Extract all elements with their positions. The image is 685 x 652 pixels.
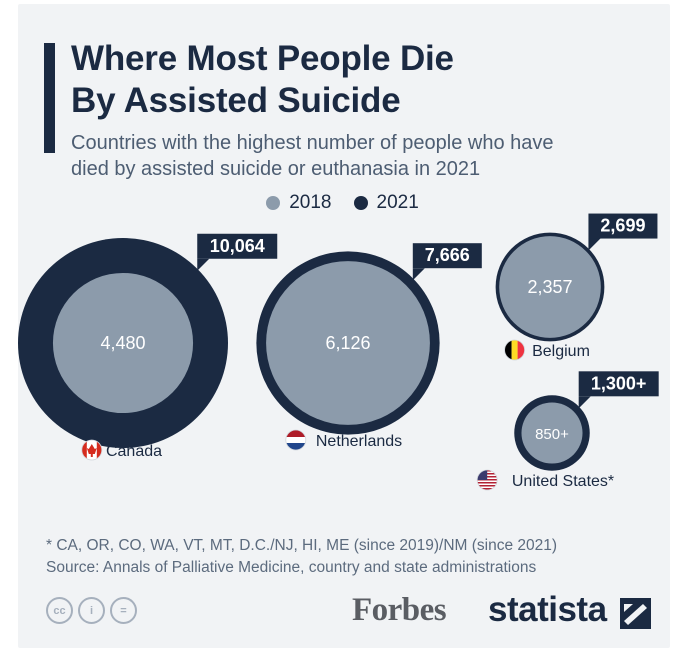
- cc-icon[interactable]: cc: [46, 597, 73, 624]
- attribution-icon[interactable]: i: [78, 597, 105, 624]
- legend-label-2018: 2018: [289, 192, 332, 213]
- legend-swatch-2021: [353, 196, 368, 210]
- subtitle-line-1: Countries with the highest number of peo…: [71, 132, 554, 154]
- callout-pointer-netherlands: [412, 268, 425, 281]
- data-label-2021-belgium: 2,699: [600, 216, 645, 236]
- chart-subtitle: Countries with the highest number of peo…: [71, 130, 651, 182]
- callout-box-united-states: [578, 371, 659, 397]
- data-label-2021-united-states: 1,300+: [591, 373, 647, 393]
- bubble-2018-united-states: [521, 402, 583, 464]
- netherlands-flag-icon: [285, 429, 307, 451]
- statista-logo[interactable]: statista: [488, 590, 607, 629]
- license-icons: cc i =: [46, 597, 137, 624]
- data-label-2018-canada: 4,480: [100, 333, 145, 353]
- bubble-2018-canada: [52, 272, 194, 414]
- callout-pointer-belgium: [588, 238, 601, 251]
- callout-pointer-united-states: [578, 396, 591, 409]
- source-text: Source: Annals of Palliative Medicine, c…: [46, 559, 537, 576]
- data-label-2018-united-states: 850+: [535, 426, 569, 443]
- country-label-belgium: Belgium: [532, 343, 590, 360]
- country-label-netherlands: Netherlands: [316, 433, 402, 450]
- footnote-text: * CA, OR, CO, WA, VT, MT, D.C./NJ, HI, M…: [46, 537, 558, 554]
- callout-pointer-canada: [197, 258, 210, 271]
- callout-box-netherlands: [412, 243, 482, 269]
- footnote-block: * CA, OR, CO, WA, VT, MT, D.C./NJ, HI, M…: [46, 535, 557, 579]
- subtitle-line-2: died by assisted suicide or euthanasia i…: [71, 158, 481, 180]
- callout-box-belgium: [588, 213, 658, 239]
- data-label-2021-netherlands: 7,666: [425, 245, 470, 265]
- data-label-2018-netherlands: 6,126: [325, 333, 370, 353]
- title-line-2: By Assisted Suicide: [71, 81, 401, 120]
- legend-item-2021: 2021: [353, 192, 419, 214]
- title-accent-bar: [44, 43, 55, 153]
- data-label-2018-belgium: 2,357: [527, 277, 572, 297]
- no-derivatives-icon[interactable]: =: [110, 597, 137, 624]
- callout-box-canada: [197, 233, 278, 259]
- country-label-united-states: United States*: [512, 473, 614, 490]
- belgium-flag-icon: [504, 339, 525, 361]
- forbes-logo[interactable]: Forbes: [352, 592, 447, 628]
- data-label-2021-canada: 10,064: [210, 236, 265, 256]
- legend-item-2018: 2018: [266, 192, 332, 214]
- usa-flag-icon: [476, 469, 498, 491]
- country-label-canada: Canada: [106, 443, 162, 460]
- title-line-1: Where Most People Die: [71, 39, 454, 78]
- legend-label-2021: 2021: [376, 192, 419, 213]
- statista-logo-mark-icon: [620, 598, 651, 629]
- legend: 2018 2021: [0, 192, 685, 214]
- chart-title: Where Most People Die By Assisted Suicid…: [71, 38, 454, 122]
- bubble-2018-belgium: [499, 236, 601, 338]
- bubble-2018-netherlands: [266, 261, 430, 425]
- legend-swatch-2018: [266, 196, 281, 210]
- canada-flag-icon: [81, 439, 103, 461]
